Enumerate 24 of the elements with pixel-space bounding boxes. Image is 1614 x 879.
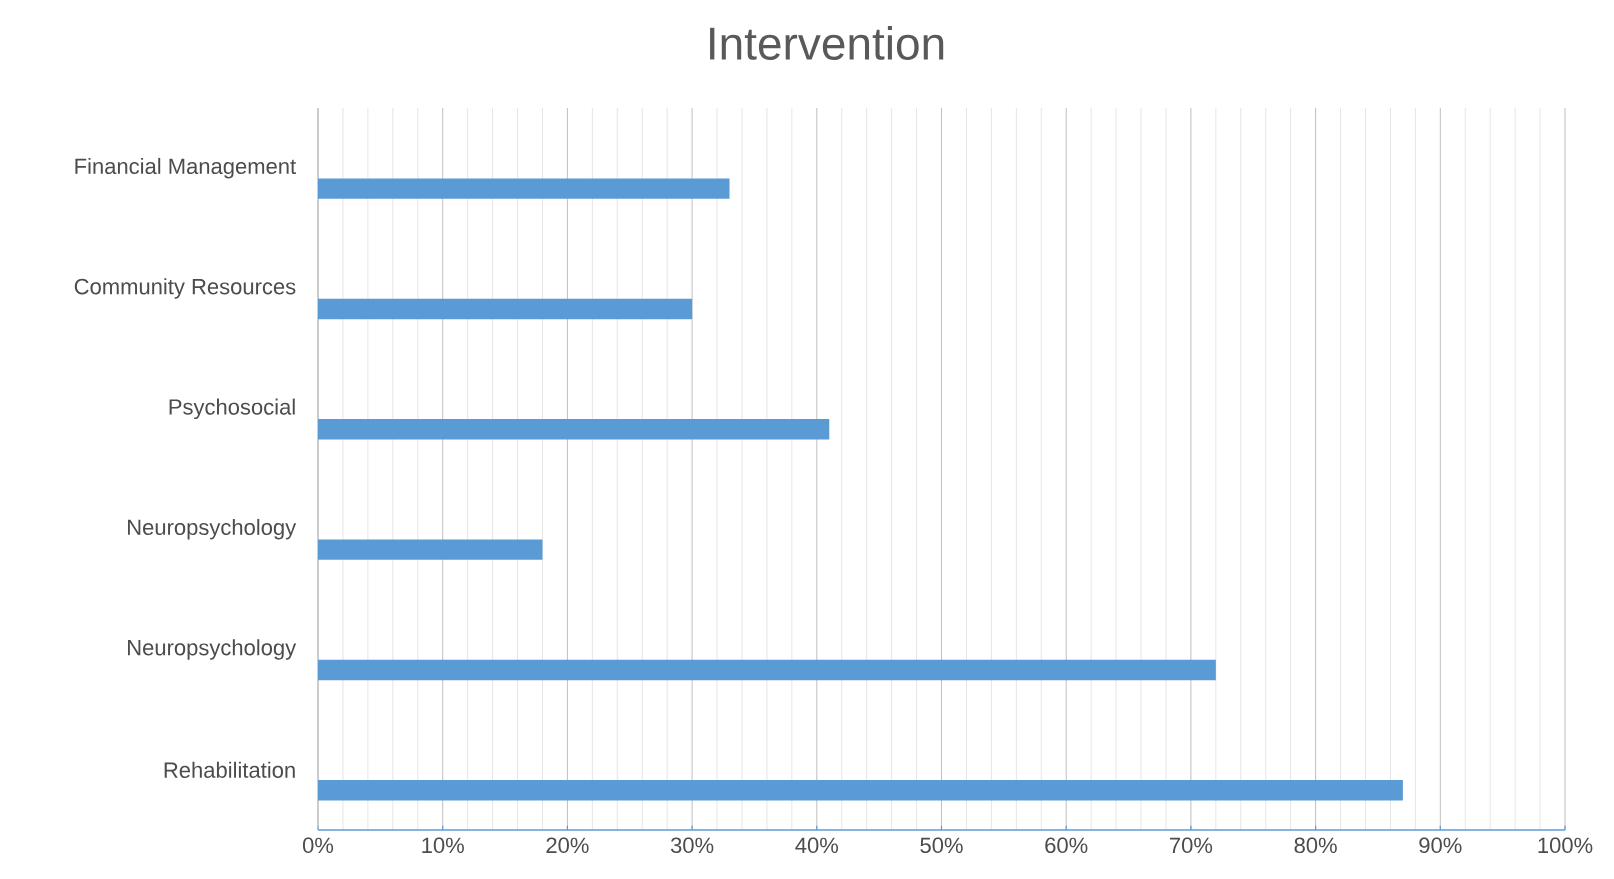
x-tick-label: 90%	[1419, 837, 1462, 854]
x-tick-label: 100%	[1538, 837, 1593, 854]
bar	[318, 659, 1216, 681]
x-tick-label: 10%	[422, 837, 464, 854]
x-tick-label: 40%	[795, 837, 839, 854]
y-tick-label: Psychosocial	[169, 398, 295, 420]
y-tick-label: Community Resources	[74, 278, 296, 299]
y-tick-label: Rehabilitation	[164, 761, 295, 778]
x-tick-label: 0%	[302, 837, 334, 854]
x-tick-label: 80%	[1294, 837, 1337, 854]
bar	[318, 298, 693, 320]
x-tick-label: 20%	[546, 837, 589, 854]
x-tick-label: 70%	[1170, 837, 1213, 854]
chart-title: Intervention	[710, 26, 944, 60]
bar	[318, 539, 543, 560]
bar	[318, 178, 730, 199]
y-tick-label: Financial Management	[75, 157, 296, 179]
y-tick-label: Neuropsychology	[128, 518, 297, 540]
bar	[318, 780, 1403, 801]
y-tick-label: Neuropsychology	[128, 639, 297, 660]
x-tick-label: 60%	[1045, 837, 1088, 854]
x-tick-label: 30%	[670, 837, 714, 854]
x-tick-label: 50%	[920, 837, 963, 854]
bar	[318, 419, 830, 440]
